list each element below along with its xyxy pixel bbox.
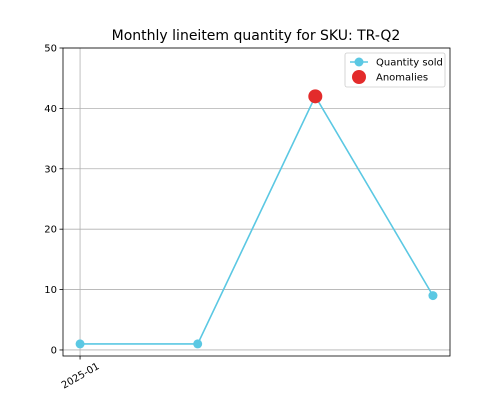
y-tick-label: 0	[51, 345, 57, 356]
legend-label-quantity: Quantity sold	[376, 58, 443, 69]
legend-label-anomalies: Anomalies	[376, 73, 428, 84]
anomaly-point	[308, 89, 323, 104]
y-tick-label: 20	[44, 225, 57, 236]
legend-marker-anomalies	[352, 70, 366, 84]
quantity-point	[193, 339, 203, 349]
quantity-line	[80, 94, 434, 345]
y-tick-label: 50	[44, 44, 57, 55]
y-tick-label: 30	[44, 164, 57, 175]
plot-frame	[62, 47, 451, 357]
series-layer	[75, 89, 438, 349]
legend-marker-quantity	[354, 57, 364, 67]
legend: Quantity sold Anomalies	[344, 52, 446, 88]
chart-title: Monthly lineitem quantity for SKU: TR-Q2	[112, 28, 401, 44]
y-tick-label: 10	[44, 285, 57, 296]
y-tick-label: 40	[44, 104, 57, 115]
axes: 0 10 20 30 40 50 2025-01	[44, 44, 451, 391]
grid	[63, 47, 450, 356]
x-tick-label: 2025-01	[60, 361, 102, 391]
quantity-point	[75, 339, 85, 349]
quantity-point	[428, 291, 438, 301]
legend-box	[344, 52, 446, 88]
